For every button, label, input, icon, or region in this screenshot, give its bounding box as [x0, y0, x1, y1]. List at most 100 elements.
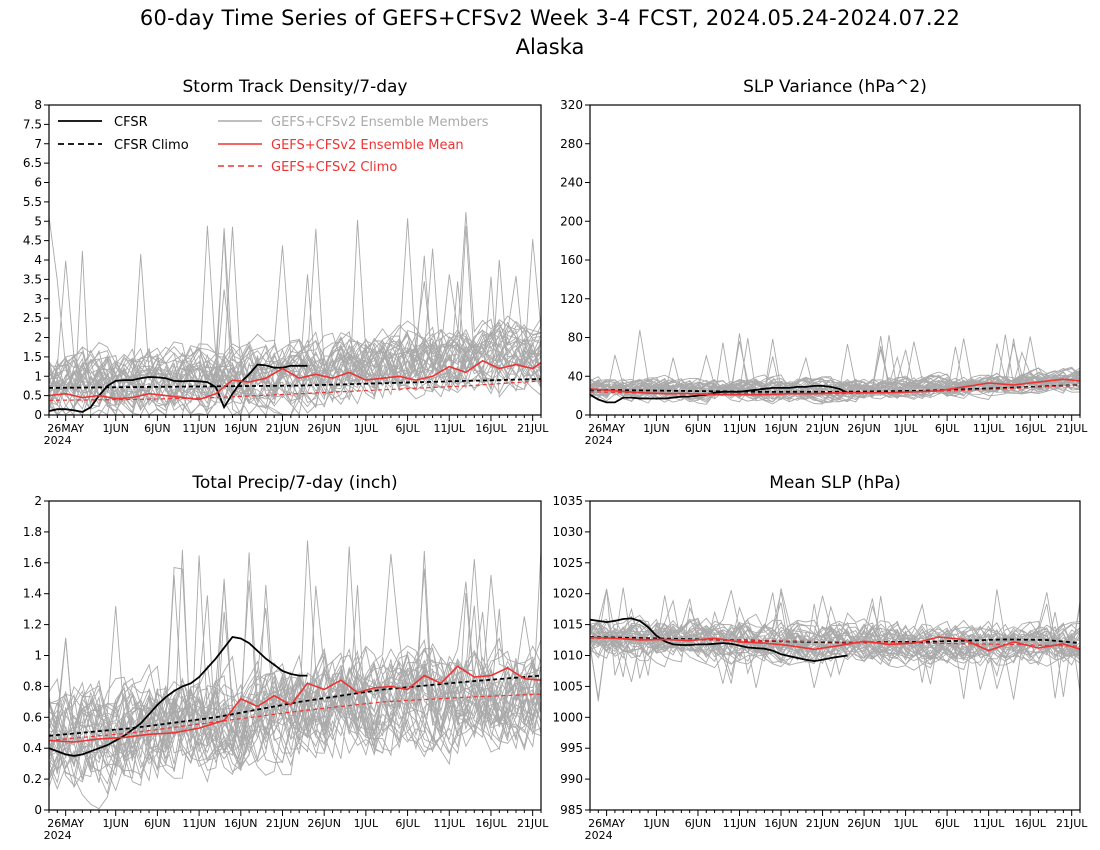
x-tick-label: 6JUL	[935, 422, 960, 435]
ensemble-member-line	[49, 666, 541, 770]
x-tick-label: 21JUN	[266, 817, 300, 830]
y-tick-label: 0.8	[23, 679, 42, 693]
chart-legend: CFSR CFSR Climo GEFS+CFSv2 Ensemble Member…	[58, 115, 489, 175]
y-tick-label: 995	[560, 741, 583, 755]
panel-slp: Mean SLP (hPa) 985 990 995 1000 1005 1010 1015 1…	[552, 473, 1088, 842]
ensemble-member-line	[590, 349, 1080, 403]
panel-title: SLP Variance (hPa^2)	[743, 77, 927, 97]
x-tick-label: 21JUN	[806, 817, 840, 830]
cfsr-climo-line	[590, 636, 1080, 644]
x-tick-label: 26MAY	[588, 422, 625, 435]
y-tick-label: 1015	[552, 618, 583, 632]
x-tick-label: 16JUN	[764, 422, 798, 435]
ensemble-member-line	[49, 607, 541, 758]
year-label: 2024	[44, 829, 72, 842]
y-tick-label: 1	[34, 369, 42, 383]
x-tick-label: 16JUN	[224, 422, 258, 435]
plot-frame	[589, 104, 1081, 416]
x-tick-label: 1JUL	[354, 422, 379, 435]
x-tick-label: 21JUN	[266, 422, 300, 435]
ensemble-member-line	[49, 333, 541, 415]
legend-label-climo: GEFS+CFSv2 Climo	[271, 160, 397, 175]
x-tick-label: 11JUL	[434, 422, 466, 435]
x-tick-label: 11JUN	[182, 817, 216, 830]
y-tick-label: 6	[34, 176, 42, 190]
x-tick-label: 21JUL	[1056, 817, 1088, 830]
x-tick-label: 21JUL	[517, 422, 549, 435]
ensemble-member-line	[49, 245, 541, 408]
year-label: 2024	[44, 434, 72, 447]
y-tick-label: 0	[575, 408, 583, 422]
y-tick-label: 240	[560, 176, 583, 190]
y-tick-label: 1.8	[23, 525, 42, 539]
ensemble-member-line	[49, 647, 541, 787]
x-tick-label: 1JUN	[102, 817, 129, 830]
y-tick-label: 1.5	[23, 350, 42, 364]
ensemble-mean-line	[49, 359, 541, 401]
y-tick-label: 2.5	[23, 311, 42, 325]
x-tick-label: 11JUL	[973, 817, 1005, 830]
cfsr-line	[49, 363, 308, 413]
ensemble-climo-line	[590, 637, 1080, 647]
y-tick-label: 1.6	[23, 556, 42, 570]
x-tick-label: 1JUL	[893, 817, 918, 830]
ensemble-member-line	[590, 376, 1080, 403]
ensemble-member-line	[49, 546, 541, 770]
x-tick-label: 6JUN	[144, 422, 171, 435]
x-tick-label: 21JUL	[517, 817, 549, 830]
x-tick-label: 26JUN	[307, 817, 341, 830]
figure-region-title: Alaska	[515, 35, 585, 59]
ensemble-member-line	[49, 329, 541, 409]
x-tick-label: 16JUL	[475, 817, 507, 830]
cfsr-climo-line	[49, 674, 541, 737]
legend-label-members: GEFS+CFSv2 Ensemble Members	[271, 115, 489, 130]
y-tick-label: 280	[560, 137, 583, 151]
ensemble-member-line	[49, 324, 541, 415]
x-tick-label: 6JUN	[144, 817, 171, 830]
x-tick-label: 26MAY	[47, 817, 84, 830]
ensemble-member-line	[49, 250, 541, 415]
ensemble-member-line	[49, 259, 541, 415]
legend-label-cfsr: CFSR	[114, 115, 148, 130]
y-tick-label: 0.2	[23, 772, 42, 786]
ensemble-mean-line	[590, 378, 1080, 396]
x-tick-label: 11JUL	[434, 817, 466, 830]
ensemble-member-line	[49, 553, 541, 783]
x-tick-label: 1JUN	[102, 422, 129, 435]
y-tick-label: 5.5	[23, 195, 42, 209]
y-tick-label: 160	[560, 253, 583, 267]
y-tick-label: 1010	[552, 649, 583, 663]
x-tick-label: 6JUL	[935, 817, 960, 830]
ensemble-member-line	[49, 555, 541, 772]
cfsr-climo-line	[590, 384, 1080, 393]
ensemble-member-line	[49, 318, 541, 415]
y-tick-label: 6.5	[23, 156, 42, 170]
panel-title: Total Precip/7-day (inch)	[191, 473, 397, 493]
ensemble-member-line	[590, 599, 1080, 700]
ensemble-member-line	[49, 212, 541, 410]
y-tick-label: 40	[568, 369, 583, 383]
ensemble-members	[49, 212, 541, 415]
y-tick-label: 320	[560, 98, 583, 112]
ensemble-climo-line	[590, 384, 1080, 395]
x-tick-label: 11JUN	[723, 817, 757, 830]
x-tick-label: 21JUL	[1056, 422, 1088, 435]
x-tick-label: 6JUL	[395, 817, 420, 830]
x-tick-label: 16JUL	[475, 422, 507, 435]
y-tick-label: 1.2	[23, 618, 42, 632]
panel-storm: Storm Track Density/7-day 0 0.5 1 1.5 2 2.5 3 3.…	[23, 77, 549, 447]
x-tick-label: 26JUN	[307, 422, 341, 435]
y-tick-label: 985	[560, 803, 583, 817]
y-tick-label: 5	[34, 214, 42, 228]
x-tick-label: 16JUL	[1014, 817, 1046, 830]
y-tick-label: 1020	[552, 587, 583, 601]
y-tick-label: 1030	[552, 525, 583, 539]
x-tick-label: 16JUN	[764, 817, 798, 830]
ensemble-member-line	[49, 647, 541, 810]
legend-label-cfsr_climo: CFSR Climo	[114, 138, 189, 153]
y-tick-label: 1	[34, 649, 42, 663]
y-tick-label: 1035	[552, 494, 583, 508]
cfsr-line	[49, 636, 308, 757]
y-tick-label: 0.4	[23, 741, 42, 755]
